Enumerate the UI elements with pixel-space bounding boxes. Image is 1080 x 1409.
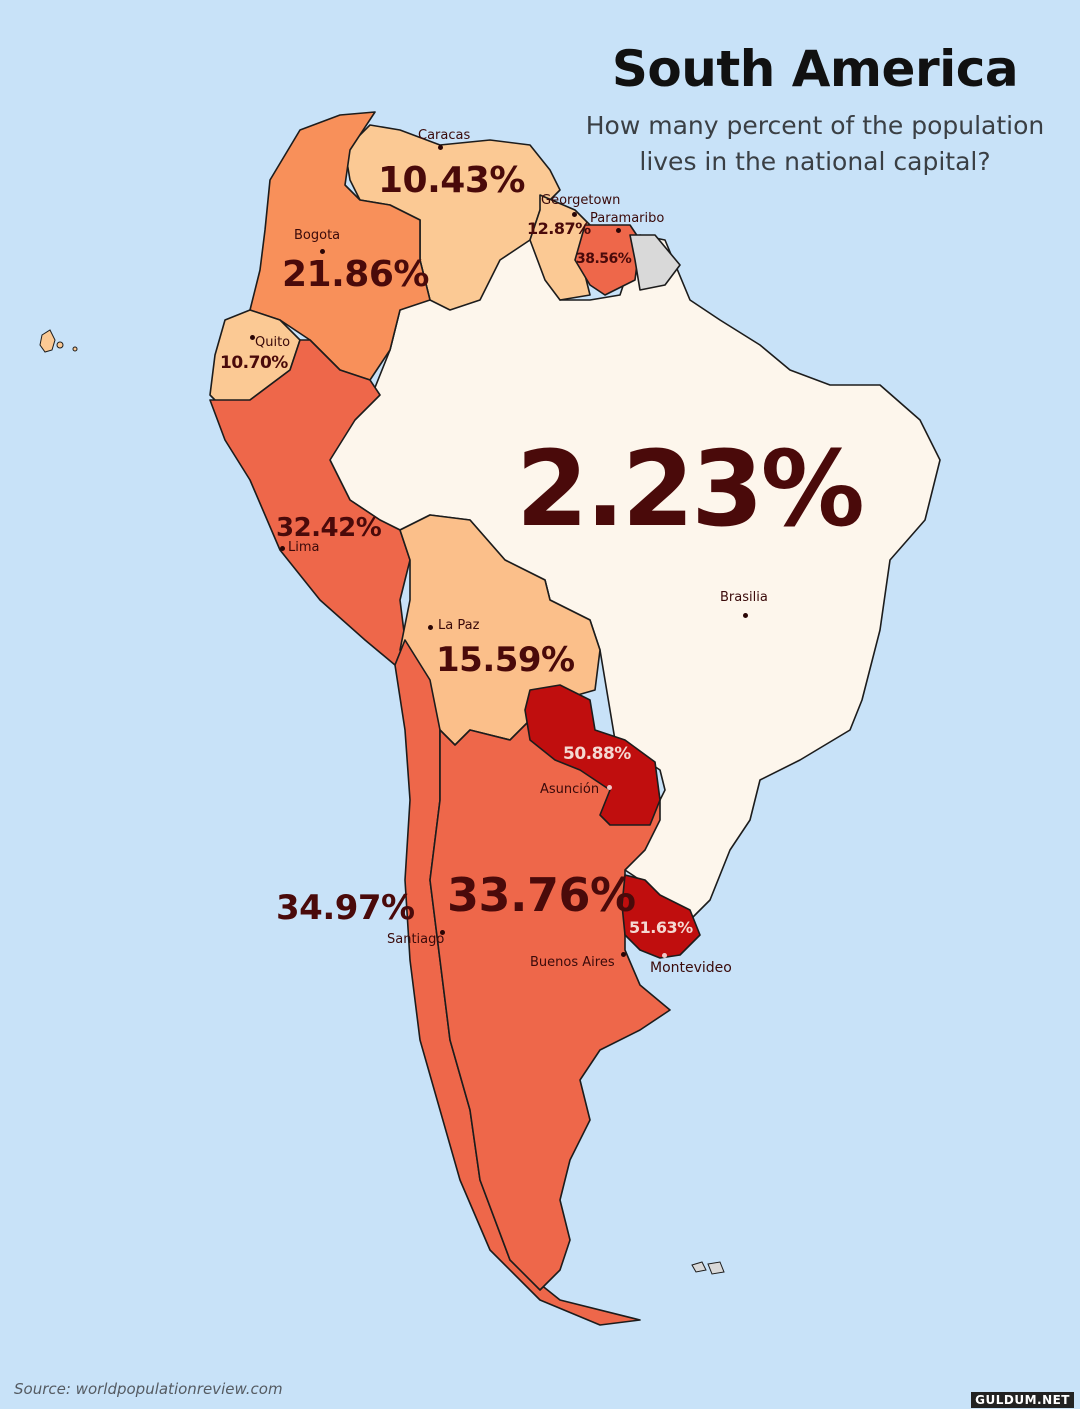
galapagos-islands: [39, 329, 78, 353]
percent-uruguay: 51.63%: [629, 918, 693, 937]
capital-dot-buenos-aires: [621, 952, 626, 957]
city-label-buenos-aires: Buenos Aires: [530, 955, 615, 970]
source-caption: Source: worldpopulationreview.com: [14, 1380, 283, 1398]
percent-bolivia: 15.59%: [436, 640, 575, 680]
city-label-georgetown: Georgetown: [541, 193, 621, 208]
percent-brazil: 2.23%: [516, 428, 865, 550]
city-label-quito: Quito: [255, 335, 291, 350]
capital-dot-georgetown: [572, 212, 577, 217]
city-label-santiago: Santiago: [387, 932, 445, 947]
country-french-guiana: [629, 234, 681, 291]
percent-ecuador: 10.70%: [220, 353, 288, 373]
percent-colombia: 21.86%: [282, 254, 429, 295]
capital-dot-quito: [250, 335, 255, 340]
country-guyana: [529, 194, 591, 301]
watermark-logo: GULDUM.NET: [971, 1392, 1074, 1408]
capital-dot-santiago: [440, 930, 445, 935]
percent-paraguay: 50.88%: [563, 744, 631, 764]
city-label-caracas: Caracas: [418, 128, 471, 143]
percent-guyana: 12.87%: [527, 219, 591, 238]
country-uruguay: [621, 874, 701, 959]
country-peru: [209, 339, 411, 666]
capital-dot-brasilia: [743, 613, 748, 618]
capital-dot-montevideo: [662, 953, 667, 958]
map-subtitle: How many percent of the population lives…: [560, 108, 1070, 180]
capital-dot-asuncion: [607, 785, 612, 790]
city-label-paramaribo: Paramaribo: [590, 211, 665, 226]
subtitle-line-2: lives in the national capital?: [639, 147, 991, 176]
percent-peru: 32.42%: [276, 513, 382, 543]
percent-venezuela: 10.43%: [378, 160, 525, 201]
city-label-bogota: Bogota: [294, 228, 341, 243]
capital-dot-caracas: [438, 145, 443, 150]
country-suriname: [574, 224, 641, 296]
city-label-brasilia: Brasilia: [720, 590, 768, 605]
city-label-la-paz: La Paz: [438, 618, 480, 633]
city-label-lima: Lima: [288, 540, 320, 555]
percent-argentina: 33.76%: [447, 868, 636, 922]
capital-dot-lima: [280, 546, 285, 551]
city-label-asuncion: Asunción: [540, 782, 600, 797]
capital-dot-paramaribo: [616, 228, 621, 233]
percent-chile: 34.97%: [276, 888, 415, 928]
subtitle-line-1: How many percent of the population: [585, 111, 1045, 140]
city-label-montevideo: Montevideo: [650, 960, 732, 976]
country-paraguay: [524, 684, 661, 826]
capital-dot-la-paz: [428, 625, 433, 630]
capital-dot-bogota: [320, 249, 325, 254]
percent-suriname: 38.56%: [576, 251, 632, 267]
falkland-islands: [691, 1261, 725, 1275]
map-title: South America: [611, 40, 1019, 98]
